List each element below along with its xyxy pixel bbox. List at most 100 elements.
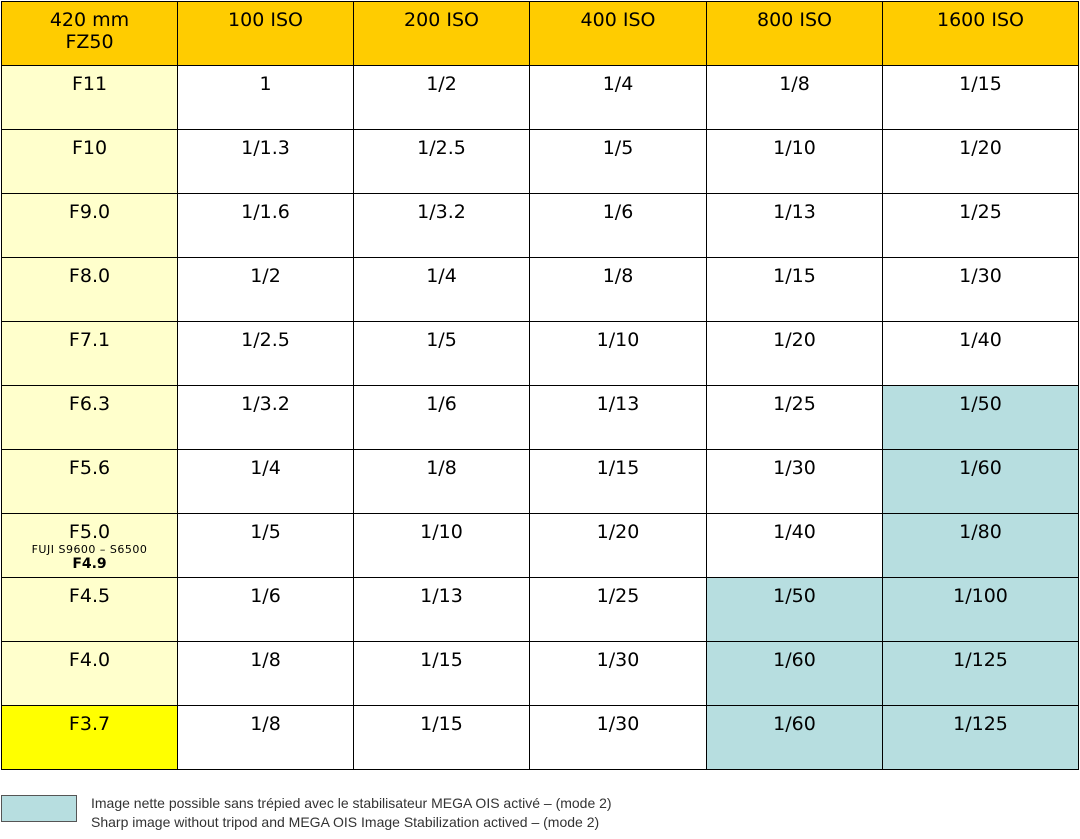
exposure-table: 420 mm FZ50 100 ISO 200 ISO 400 ISO 800 …	[1, 1, 1079, 770]
legend-text: Image nette possible sans trépied avec l…	[91, 794, 612, 832]
aperture-cell: F11	[1, 65, 178, 130]
shutter-speed-cell: 1/13	[529, 385, 707, 450]
shutter-speed-cell: 1/6	[177, 577, 354, 642]
table-row: F4.5 1/6 1/13 1/25 1/50 1/100	[1, 577, 1079, 642]
shutter-speed-cell: 1/4	[353, 257, 530, 322]
shutter-speed-cell: 1/60	[706, 641, 883, 706]
aperture-label: F4.0	[68, 649, 111, 671]
shutter-speed-cell: 1/30	[529, 641, 707, 706]
shutter-speed-cell: 1/8	[706, 65, 883, 130]
aperture-label: F8.0	[68, 265, 111, 287]
shutter-speed-cell: 1/25	[706, 385, 883, 450]
shutter-speed-cell: 1/80	[882, 513, 1079, 578]
shutter-speed-cell: 1/5	[177, 513, 354, 578]
shutter-speed-cell: 1/15	[882, 65, 1079, 130]
shutter-speed-cell: 1/25	[529, 577, 707, 642]
aperture-cell: F10	[1, 129, 178, 194]
shutter-speed-cell: 1/3.2	[353, 193, 530, 258]
table-row: F10 1/1.3 1/2.5 1/5 1/10 1/20	[1, 129, 1079, 194]
shutter-speed-cell: 1/15	[353, 641, 530, 706]
shutter-speed-cell: 1/4	[529, 65, 707, 130]
camera-note: FUJI S9600 – S6500	[31, 543, 148, 556]
legend-swatch	[1, 795, 77, 822]
shutter-speed-cell: 1/5	[353, 321, 530, 386]
shutter-speed-cell: 1/40	[706, 513, 883, 578]
shutter-speed-cell: 1/6	[529, 193, 707, 258]
aperture-label: F4.5	[68, 585, 111, 607]
table-row: F4.0 1/8 1/15 1/30 1/60 1/125	[1, 641, 1079, 706]
shutter-speed-cell: 1/10	[529, 321, 707, 386]
aperture-label: F7.1	[68, 329, 111, 351]
iso-header: 100 ISO	[177, 1, 354, 66]
shutter-speed-cell: 1/2	[177, 257, 354, 322]
shutter-speed-cell: 1/1.6	[177, 193, 354, 258]
aperture-cell: F3.7	[1, 705, 178, 770]
aperture-cell: F4.0	[1, 641, 178, 706]
aperture-cell: F7.1	[1, 321, 178, 386]
shutter-speed-cell: 1/50	[706, 577, 883, 642]
aperture-label: F5.0	[68, 521, 111, 543]
table-row: F6.3 1/3.2 1/6 1/13 1/25 1/50	[1, 385, 1079, 450]
aperture-cell: F8.0	[1, 257, 178, 322]
header-row: 420 mm FZ50 100 ISO 200 ISO 400 ISO 800 …	[1, 1, 1079, 66]
iso-header: 800 ISO	[706, 1, 883, 66]
focal-length: 420 mm	[49, 9, 130, 31]
shutter-speed-cell: 1/13	[706, 193, 883, 258]
aperture-label: F11	[71, 73, 108, 95]
shutter-speed-cell: 1/1.3	[177, 129, 354, 194]
shutter-speed-cell: 1/20	[882, 129, 1079, 194]
aperture-cell: F6.3	[1, 385, 178, 450]
shutter-speed-cell: 1/5	[529, 129, 707, 194]
shutter-speed-cell: 1/2	[353, 65, 530, 130]
table-row: F8.0 1/2 1/4 1/8 1/15 1/30	[1, 257, 1079, 322]
iso-header: 200 ISO	[353, 1, 530, 66]
shutter-speed-cell: 1/8	[353, 449, 530, 514]
aperture-label: F3.7	[68, 713, 111, 735]
shutter-speed-cell: 1/15	[353, 705, 530, 770]
shutter-speed-cell: 1/2.5	[177, 321, 354, 386]
shutter-speed-cell: 1/25	[882, 193, 1079, 258]
shutter-speed-cell: 1/8	[177, 705, 354, 770]
aperture-cell: F9.0	[1, 193, 178, 258]
aperture-label: F9.0	[68, 201, 111, 223]
shutter-speed-cell: 1/13	[353, 577, 530, 642]
aperture-cell: F4.5	[1, 577, 178, 642]
aperture-label: F10	[71, 137, 108, 159]
shutter-speed-cell: 1/10	[706, 129, 883, 194]
shutter-speed-cell: 1/125	[882, 641, 1079, 706]
shutter-speed-cell: 1/60	[706, 705, 883, 770]
shutter-speed-cell: 1/20	[529, 513, 707, 578]
shutter-speed-cell: 1/30	[529, 705, 707, 770]
table-row: F7.1 1/2.5 1/5 1/10 1/20 1/40	[1, 321, 1079, 386]
shutter-speed-cell: 1/3.2	[177, 385, 354, 450]
alt-aperture-label: F4.9	[72, 556, 107, 572]
shutter-speed-cell: 1/2.5	[353, 129, 530, 194]
iso-header: 1600 ISO	[882, 1, 1079, 66]
table-row: F5.6 1/4 1/8 1/15 1/30 1/60	[1, 449, 1079, 514]
table-row: F11 1 1/2 1/4 1/8 1/15	[1, 65, 1079, 130]
shutter-speed-cell: 1/60	[882, 449, 1079, 514]
legend-line-en: Sharp image without tripod and MEGA OIS …	[91, 814, 600, 830]
aperture-label: F5.6	[68, 457, 111, 479]
legend-line-fr: Image nette possible sans trépied avec l…	[91, 795, 612, 811]
shutter-speed-cell: 1/20	[706, 321, 883, 386]
shutter-speed-cell: 1/40	[882, 321, 1079, 386]
shutter-speed-cell: 1/15	[529, 449, 707, 514]
table-row: F5.0 FUJI S9600 – S6500 F4.9 1/5 1/10 1/20 1/4…	[1, 513, 1079, 578]
shutter-speed-cell: 1/8	[529, 257, 707, 322]
shutter-speed-cell: 1/8	[177, 641, 354, 706]
shutter-speed-cell: 1/10	[353, 513, 530, 578]
shutter-speed-cell: 1/100	[882, 577, 1079, 642]
shutter-speed-cell: 1/30	[706, 449, 883, 514]
corner-cell: 420 mm FZ50	[1, 1, 178, 66]
aperture-cell: F5.0 FUJI S9600 – S6500 F4.9	[1, 513, 178, 578]
shutter-speed-cell: 1/6	[353, 385, 530, 450]
aperture-label: F6.3	[68, 393, 111, 415]
aperture-cell: F5.6	[1, 449, 178, 514]
table-row: F9.0 1/1.6 1/3.2 1/6 1/13 1/25	[1, 193, 1079, 258]
shutter-speed-cell: 1/125	[882, 705, 1079, 770]
table-row: F3.7 1/8 1/15 1/30 1/60 1/125	[1, 705, 1079, 770]
shutter-speed-cell: 1/50	[882, 385, 1079, 450]
camera-model: FZ50	[65, 31, 114, 53]
shutter-speed-cell: 1/15	[706, 257, 883, 322]
